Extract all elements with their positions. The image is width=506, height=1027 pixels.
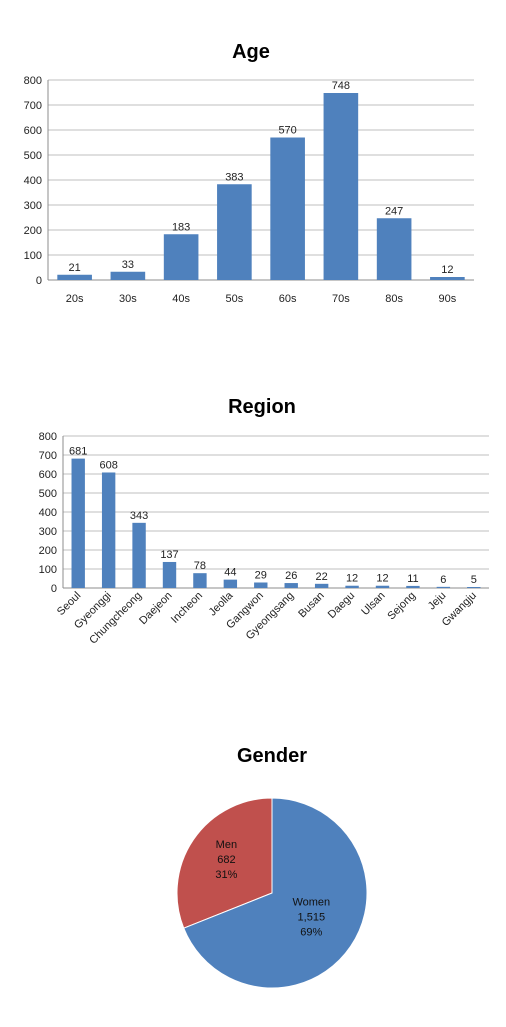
age-data-label: 183 [172, 221, 190, 233]
age-x-tick-label: 20s [66, 293, 84, 305]
age-data-label: 383 [225, 171, 243, 183]
region-bar [101, 472, 116, 588]
age-bar [376, 218, 412, 280]
region-data-label: 78 [194, 560, 206, 572]
region-data-label: 22 [316, 571, 328, 583]
region-bar [71, 458, 85, 588]
region-bar [193, 573, 207, 588]
age-y-tick-label: 500 [24, 150, 42, 162]
region-data-label: 6 [440, 574, 446, 586]
region-bar [467, 587, 481, 588]
age-y-tick-label: 300 [24, 200, 42, 212]
region-y-tick-label: 600 [39, 469, 57, 481]
region-chart: Region 0 100 200 300 400 500 600 700 800 681 Seoul… [39, 396, 489, 647]
region-bar [345, 585, 359, 588]
age-data-label: 748 [332, 80, 350, 92]
age-chart-title: Age [232, 41, 270, 63]
gender-chart: Gender Men 682 31% Women 1,515 69% [176, 745, 368, 989]
region-chart-title: Region [228, 396, 296, 418]
region-x-tick-label: Sejong [385, 590, 418, 623]
region-bar [314, 583, 329, 588]
pie-slice-women [183, 797, 368, 989]
pie-label-men-name: Men [216, 839, 237, 851]
age-x-tick-label: 60s [279, 293, 297, 305]
region-x-tick-label: Ulsan [359, 590, 387, 618]
age-x-tick-label: 50s [226, 293, 244, 305]
age-bar [57, 274, 92, 280]
region-data-label: 44 [224, 567, 236, 579]
region-bar [223, 579, 238, 588]
age-x-tick-label: 40s [172, 293, 190, 305]
region-data-label: 12 [376, 573, 388, 585]
age-data-label: 570 [278, 125, 296, 137]
age-data-label: 21 [69, 262, 81, 274]
region-y-tick-label: 100 [39, 564, 57, 576]
region-data-label: 5 [471, 574, 477, 586]
age-bar [270, 137, 305, 280]
age-bar [163, 234, 199, 280]
age-x-tick-label: 30s [119, 293, 137, 305]
age-y-tick-label: 800 [24, 75, 42, 87]
region-x-tick-label: Daejeon [137, 590, 174, 627]
pie-label-women-percent-label: 69% [300, 927, 322, 939]
gender-pie-area: Men 682 31% Women 1,515 69% [176, 797, 368, 989]
age-y-tick-label: 700 [24, 100, 42, 112]
region-bar [162, 561, 177, 588]
region-bar [254, 582, 268, 588]
region-y-tick-label: 0 [51, 583, 57, 595]
age-bar [110, 271, 146, 280]
region-data-label: 681 [69, 446, 87, 458]
region-bar [132, 522, 146, 588]
age-x-tick-label: 70s [332, 293, 350, 305]
region-bar [406, 585, 420, 588]
pie-label-men-value-label: 682 [217, 854, 235, 866]
region-y-tick-label: 700 [39, 450, 57, 462]
age-y-tick-label: 400 [24, 175, 42, 187]
region-x-tick-label: Busan [296, 590, 327, 621]
region-data-label: 29 [255, 569, 267, 581]
region-plot-area: 0100200300400500600700800681Seoul608Gyeo… [39, 431, 489, 647]
pie-label-women-value-label: 1,515 [298, 912, 326, 924]
region-y-tick-label: 800 [39, 431, 57, 443]
age-y-tick-label: 200 [24, 225, 42, 237]
region-bar [436, 586, 451, 588]
age-y-tick-label: 0 [36, 275, 42, 287]
gender-chart-title: Gender [237, 745, 307, 767]
region-y-tick-label: 500 [39, 488, 57, 500]
age-bar [323, 93, 359, 280]
region-x-tick-label: Seoul [55, 590, 83, 618]
region-y-tick-label: 400 [39, 507, 57, 519]
region-y-tick-label: 300 [39, 526, 57, 538]
region-data-label: 343 [130, 510, 148, 522]
region-x-tick-label: Incheon [169, 590, 205, 626]
region-data-label: 11 [407, 573, 418, 585]
pie-label-men-percent-label: 31% [215, 869, 237, 881]
age-y-tick-label: 100 [24, 250, 42, 262]
region-x-tick-label: Jeju [426, 590, 449, 613]
age-bar [217, 184, 252, 280]
age-data-label: 33 [122, 259, 134, 271]
region-x-tick-label: Daegu [326, 590, 357, 621]
region-data-label: 608 [99, 459, 117, 471]
region-bar [284, 583, 298, 588]
age-x-tick-label: 90s [439, 293, 457, 305]
age-y-tick-label: 600 [24, 125, 42, 137]
region-data-label: 137 [160, 549, 178, 561]
pie-slice-men [176, 797, 273, 929]
region-y-tick-label: 200 [39, 545, 57, 557]
age-data-label: 12 [441, 264, 453, 276]
region-data-label: 12 [346, 573, 358, 585]
age-bar [430, 277, 465, 280]
age-plot-area: 0 100 200 300 400 500 600 700 800 21 20s 33 30s 183 40… [24, 75, 474, 305]
region-bar [375, 585, 390, 588]
pie-label-women-name: Women [292, 897, 330, 909]
age-x-tick-label: 80s [385, 293, 403, 305]
region-data-label: 26 [285, 570, 297, 582]
age-data-label: 247 [385, 205, 403, 217]
age-chart: Age 0 100 200 300 400 500 600 700 800 21 20s 33 30s 1… [24, 41, 474, 305]
